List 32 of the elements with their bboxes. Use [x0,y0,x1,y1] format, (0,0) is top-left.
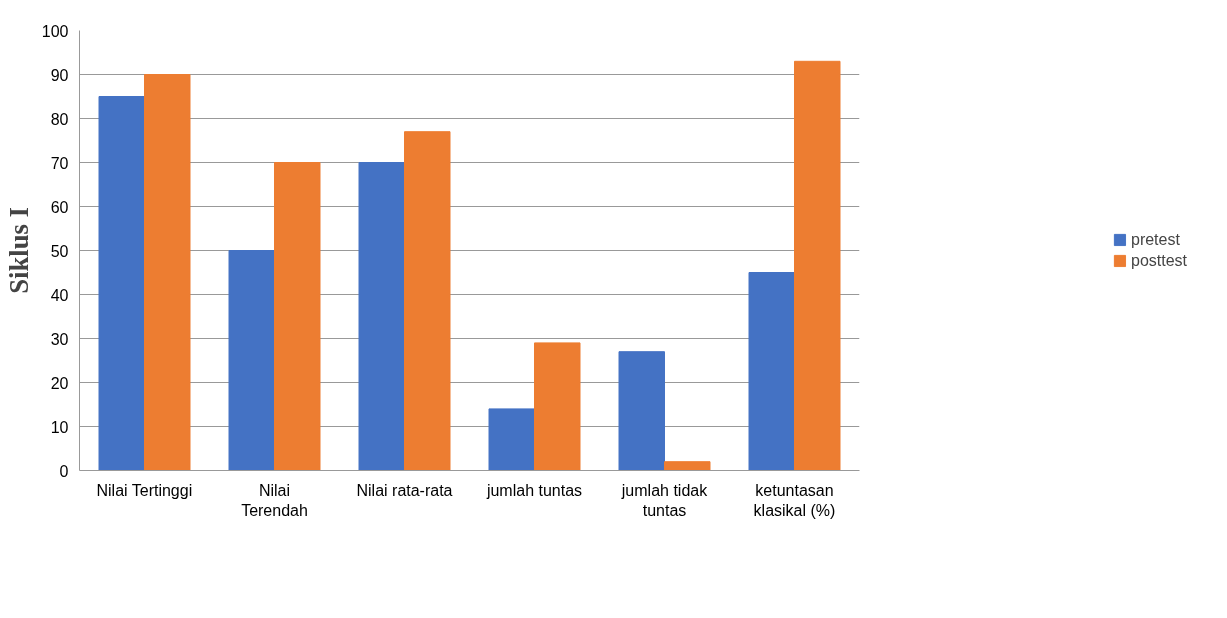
y-tick-label: 40 [50,286,69,304]
bar [664,461,711,471]
x-tick-label: Nilai rata-rata [356,481,453,499]
x-tick-label: Nilai Tertinggi [96,481,193,499]
bar [794,60,841,471]
y-tick-label: 10 [50,418,69,436]
y-tick-label: 0 [59,462,69,480]
bar [98,96,145,471]
bar [228,250,275,471]
bar [748,272,795,471]
y-axis-title: Siklus I [3,207,34,294]
bar [534,342,581,471]
y-tick-label: 60 [50,198,69,216]
y-tick-label: 80 [50,110,69,128]
bar [274,162,321,471]
y-tick-label: 70 [50,154,69,172]
y-tick-label: 90 [50,66,69,84]
y-tick-label: 100 [41,22,69,40]
x-tick-label: Nilai Terendah [241,481,308,519]
x-tick-label: jumlah tuntas [485,481,583,499]
x-tick-label: ketuntasan klasikal (%) [753,481,836,519]
x-tick-label: jumlah tidak tuntas [620,481,709,519]
y-tick-label: 30 [50,330,69,348]
bar [618,351,665,471]
bar [488,408,535,471]
y-tick-label: 20 [50,374,69,392]
legend-label: posttest [1130,251,1188,270]
bar [404,131,451,471]
y-tick-label: 50 [50,242,69,260]
legend-label: pretest [1130,230,1180,249]
bar [144,74,191,471]
bar [358,162,405,471]
